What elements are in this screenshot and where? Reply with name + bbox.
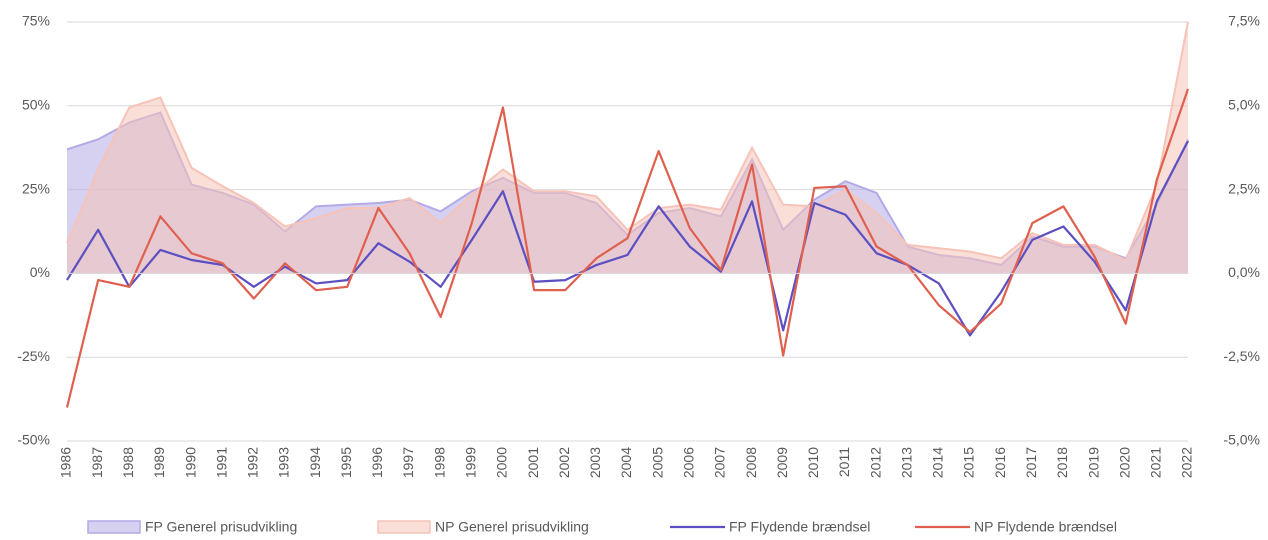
- y-tick-label: 75%: [22, 13, 50, 29]
- x-tick-label: 2015: [961, 447, 977, 478]
- x-tick-label: 1999: [463, 447, 479, 478]
- x-tick-label: 2009: [774, 447, 790, 478]
- x-tick-label: 1990: [182, 447, 198, 478]
- y2-tick-label: 0,0%: [1228, 264, 1260, 280]
- x-tick-label: 1989: [151, 447, 167, 478]
- x-tick-label: 2020: [1116, 447, 1132, 478]
- x-tick-label: 2017: [1023, 447, 1039, 478]
- x-tick-label: 2014: [930, 447, 946, 478]
- x-tick-label: 2002: [556, 447, 572, 478]
- x-tick-label: 2013: [898, 447, 914, 478]
- x-tick-label: 1991: [213, 447, 229, 478]
- x-tick-label: 2018: [1054, 447, 1070, 478]
- x-tick-label: 2019: [1085, 447, 1101, 478]
- x-tick-label: 1992: [245, 447, 261, 478]
- x-tick-label: 2004: [618, 447, 634, 478]
- area-outline: [66, 21, 1189, 262]
- y2-tick-label: 5,0%: [1228, 97, 1260, 113]
- y2-tick-label: 7,5%: [1228, 13, 1260, 29]
- legend-label: NP Generel prisudvikling: [435, 519, 589, 535]
- x-tick-label: 1994: [307, 447, 323, 478]
- y2-tick-label: -2,5%: [1223, 348, 1260, 364]
- x-tick-label: 1995: [338, 447, 354, 478]
- x-tick-label: 2006: [680, 447, 696, 478]
- x-tick-label: 2010: [805, 447, 821, 478]
- y-tick-label: 25%: [22, 180, 50, 196]
- x-tick-label: 1987: [89, 447, 105, 478]
- y-tick-label: 0%: [30, 264, 50, 280]
- y-tick-label: 50%: [22, 97, 50, 113]
- x-tick-label: 2016: [992, 447, 1008, 478]
- line: [65, 88, 1190, 408]
- x-tick-label: 2007: [712, 447, 728, 478]
- x-tick-label: 2011: [836, 447, 852, 477]
- x-tick-label: 2001: [525, 447, 541, 478]
- legend-label: NP Flydende brændsel: [974, 519, 1117, 535]
- x-tick-label: 1988: [120, 447, 136, 478]
- x-tick-label: 2005: [649, 447, 665, 478]
- x-tick-label: 1986: [58, 447, 74, 478]
- x-tick-label: 2012: [867, 447, 883, 478]
- x-tick-label: 2021: [1148, 447, 1164, 478]
- x-tick-label: 2000: [494, 447, 510, 478]
- y2-tick-label: 2,5%: [1228, 180, 1260, 196]
- legend-swatch: [87, 520, 141, 534]
- y-tick-label: -25%: [17, 348, 50, 364]
- y-tick-label: -50%: [17, 432, 50, 448]
- x-tick-label: 1998: [431, 447, 447, 478]
- x-tick-label: 2003: [587, 447, 603, 478]
- line: [66, 140, 1189, 337]
- x-tick-label: 2008: [743, 447, 759, 478]
- legend-label: FP Flydende brændsel: [729, 519, 870, 535]
- x-tick-label: 1997: [400, 447, 416, 478]
- x-tick-label: 2022: [1179, 447, 1195, 478]
- legend-label: FP Generel prisudvikling: [145, 519, 297, 535]
- y2-tick-label: -5,0%: [1223, 432, 1260, 448]
- area-fill: [67, 22, 1188, 274]
- x-tick-label: 1993: [276, 447, 292, 478]
- x-tick-label: 1996: [369, 447, 385, 478]
- legend-swatch: [377, 520, 431, 534]
